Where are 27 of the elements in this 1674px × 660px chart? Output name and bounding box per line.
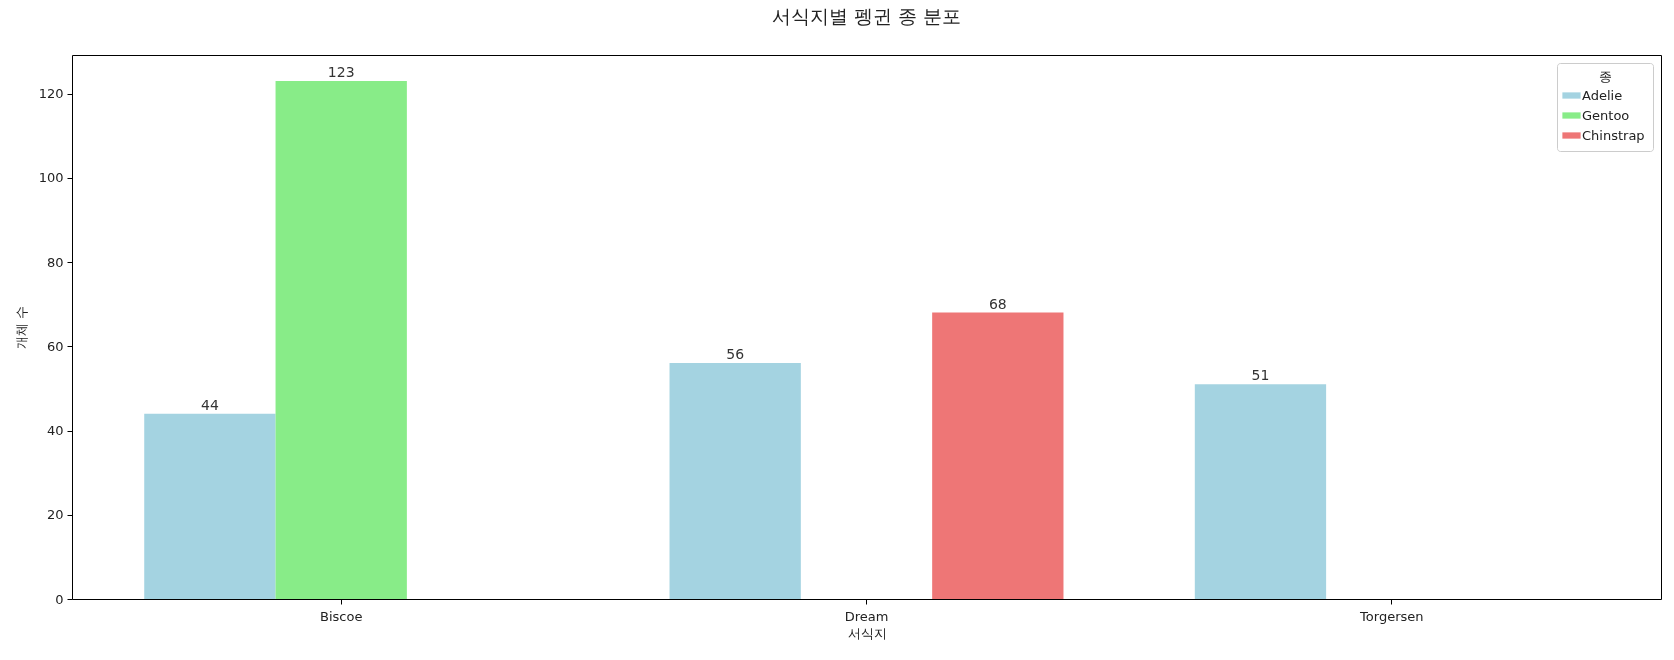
legend-label: Adelie	[1582, 87, 1623, 103]
data-label: 68	[988, 295, 1007, 312]
y-tick-label: 120	[38, 86, 64, 102]
data-label: 123	[327, 63, 355, 80]
y-tick-label: 40	[46, 423, 64, 439]
legend-title: 종	[1598, 69, 1612, 84]
bar	[932, 312, 1064, 599]
y-tick-label: 80	[46, 254, 64, 270]
y-tick-label: 20	[46, 507, 64, 523]
bar	[275, 80, 407, 599]
bar	[669, 363, 801, 599]
bar	[1194, 384, 1327, 599]
y-tick-label: 0	[55, 591, 64, 607]
y-tick-label: 100	[38, 170, 64, 186]
x-axis-title: 서식지	[847, 625, 887, 641]
legend-label: Chinstrap	[1582, 127, 1645, 143]
data-label: 51	[1251, 367, 1270, 384]
y-tick-label: 60	[46, 338, 64, 354]
data-label: 44	[200, 396, 219, 413]
legend-label: Gentoo	[1582, 107, 1630, 123]
y-axis-title: 개체 수	[13, 305, 29, 350]
data-label: 56	[726, 346, 745, 363]
x-tick-label: Dream	[844, 608, 889, 624]
chart-title: 서식지별 펭귄 종 분포	[771, 5, 962, 27]
x-tick-label: Biscoe	[320, 608, 363, 624]
bar	[144, 413, 276, 599]
x-tick-label: Torgersen	[1359, 608, 1424, 624]
